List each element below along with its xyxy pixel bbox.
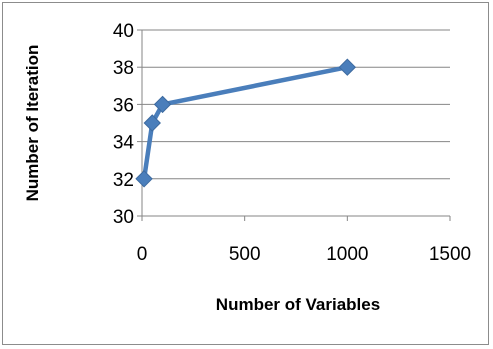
data-point [143, 114, 161, 132]
y-tick-label: 38 [113, 58, 134, 79]
y-axis-title: Number of Iteration [23, 45, 42, 202]
series-line [141, 64, 348, 180]
y-tick-label: 30 [113, 207, 134, 228]
gridlines [142, 29, 450, 180]
data-point [153, 95, 172, 114]
x-tick-label: 1000 [326, 244, 368, 265]
data-point [135, 170, 153, 188]
tick-labels: 30 32 34 36 38 40 0 500 1000 1500 [113, 21, 471, 265]
x-tick-label: 500 [229, 244, 261, 265]
data-point [338, 58, 357, 76]
y-tick-label: 40 [113, 21, 134, 42]
series [135, 58, 357, 188]
x-tick-label: 1500 [429, 244, 471, 265]
y-tick-label: 34 [113, 133, 135, 154]
x-axis-title: Number of Variables [216, 295, 380, 314]
chart-frame [2, 2, 489, 345]
x-tick-label: 0 [137, 244, 148, 265]
y-tick-label: 36 [113, 95, 134, 116]
y-tick-label: 32 [113, 170, 134, 191]
axes [137, 29, 451, 221]
